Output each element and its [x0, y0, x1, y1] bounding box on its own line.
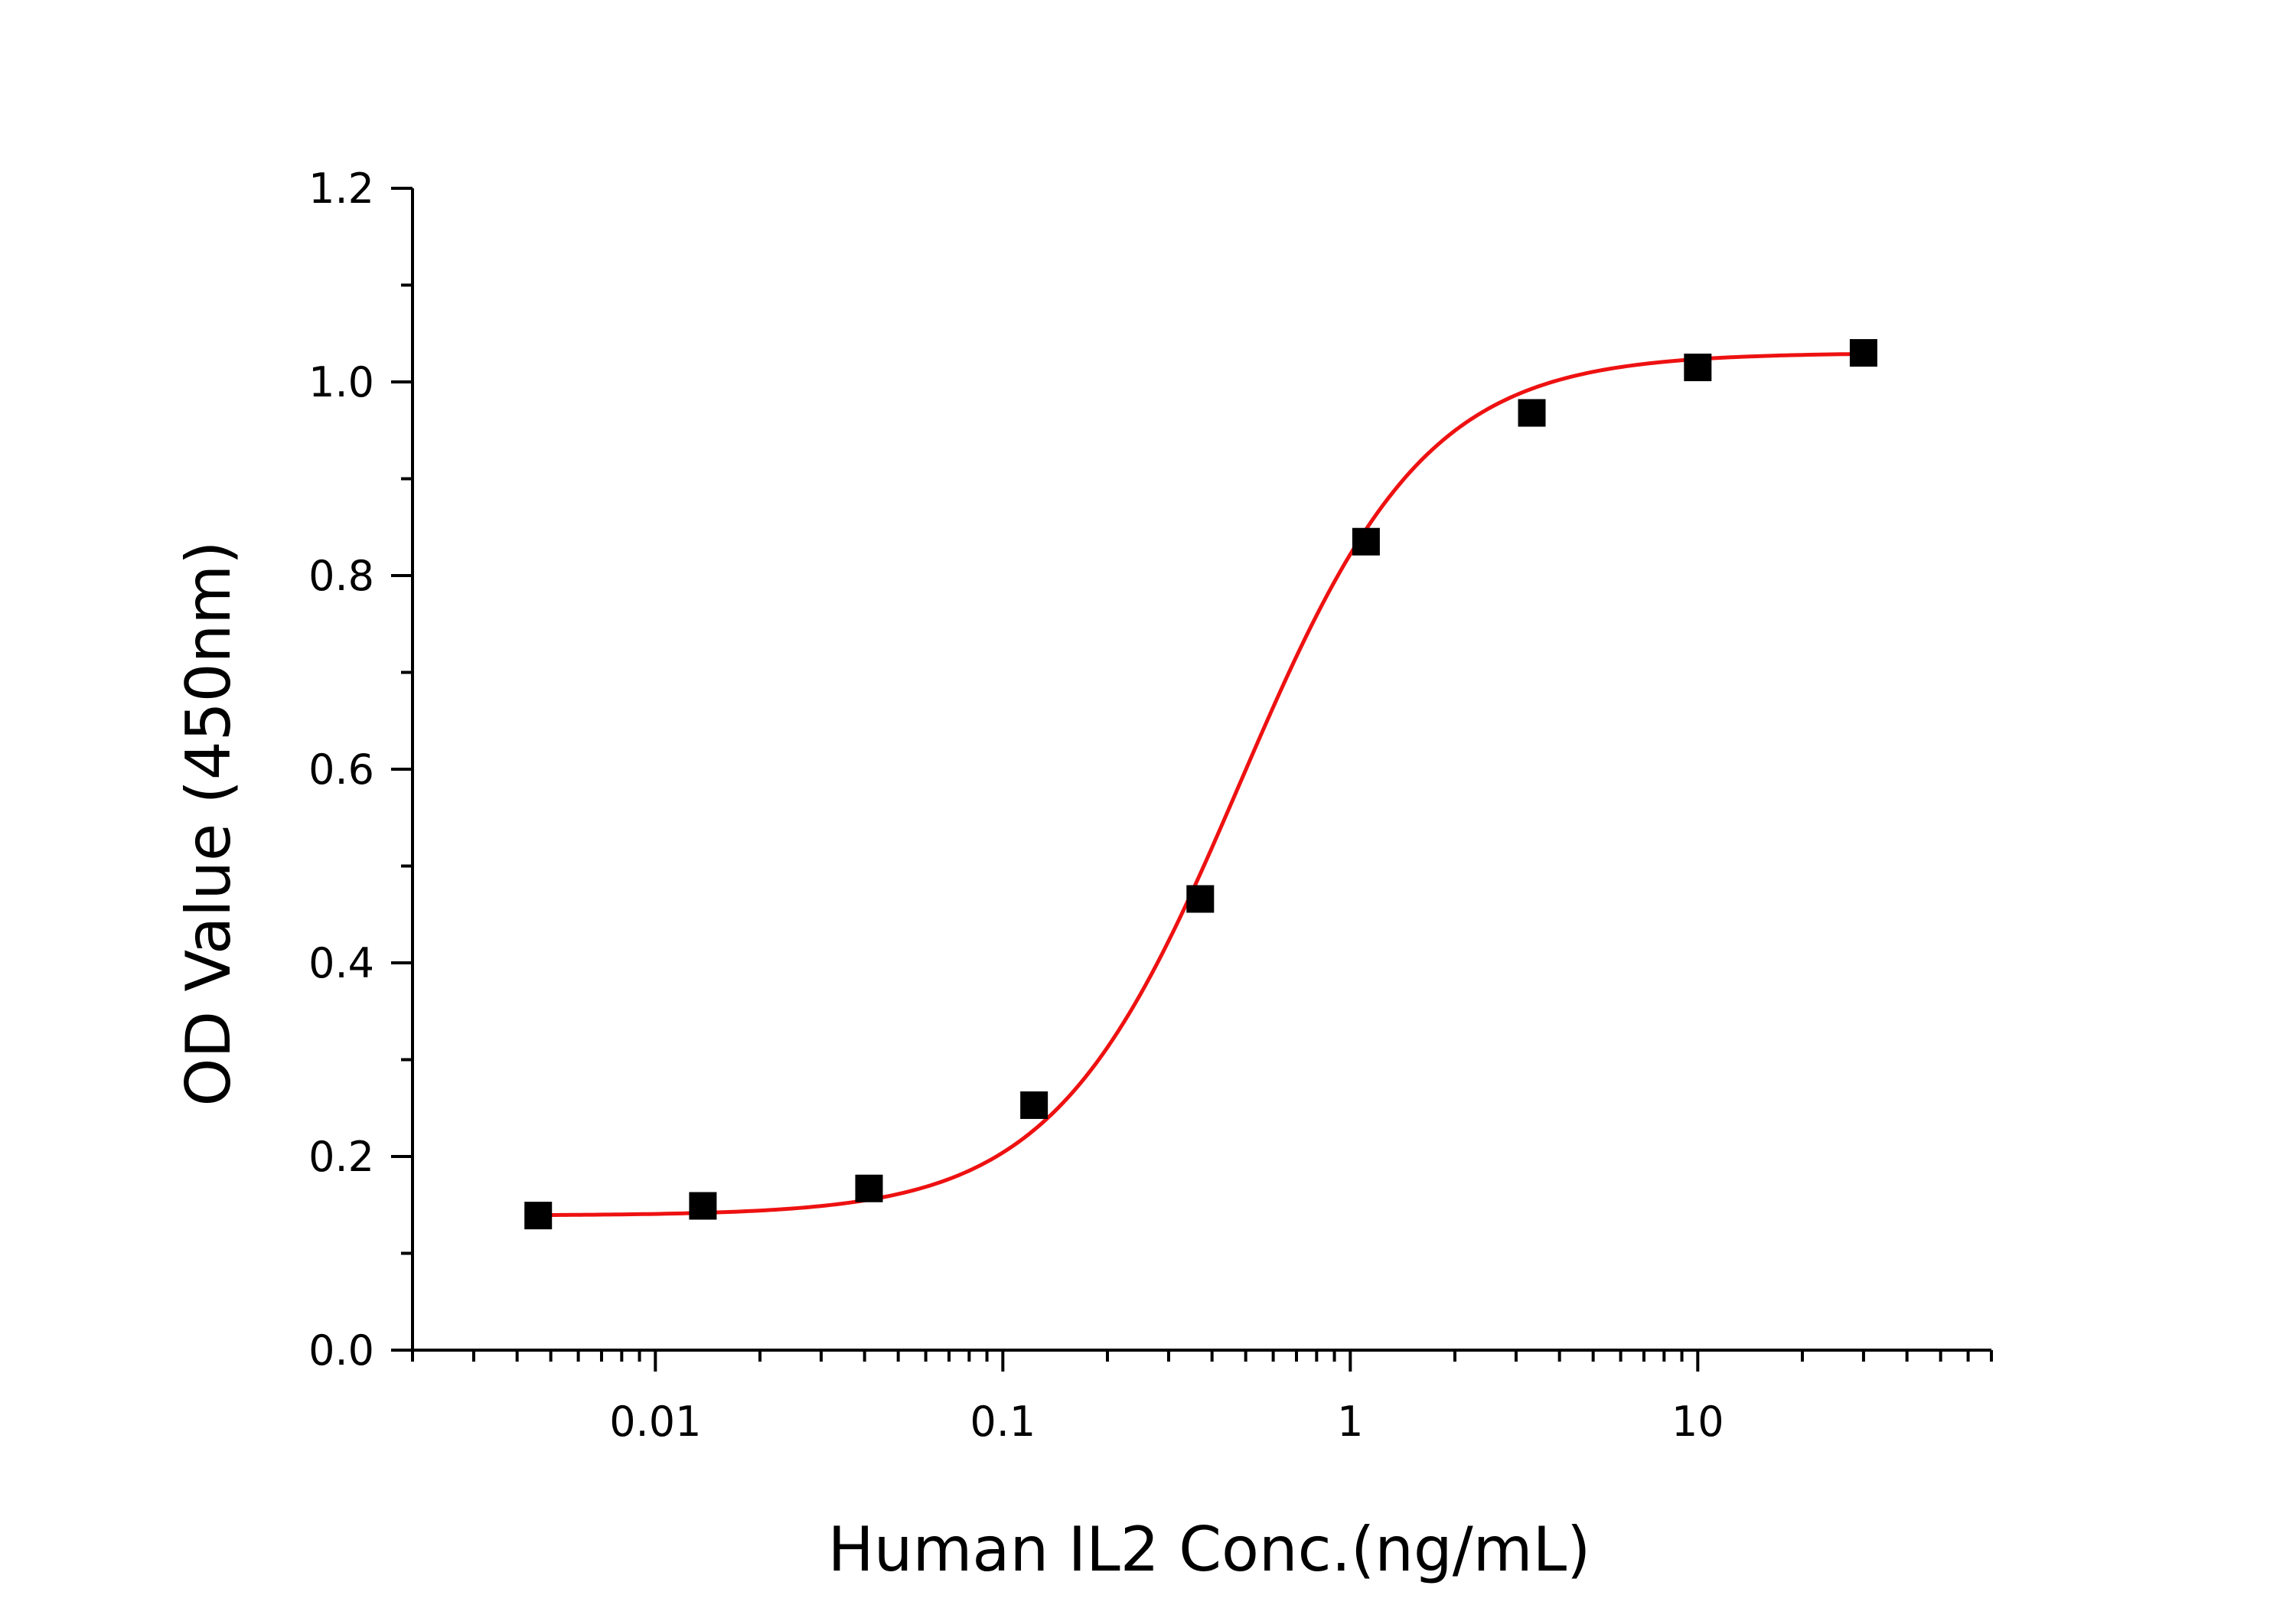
data-point	[1352, 527, 1380, 556]
x-axis-title: Human IL2 Conc.(ng/mL)	[828, 1514, 1591, 1585]
y-tick-label: 0.2	[308, 1133, 374, 1181]
y-tick-label: 1.2	[308, 165, 374, 213]
data-point	[1186, 885, 1215, 913]
data-point	[1849, 339, 1877, 367]
x-tick-label: 0.01	[609, 1398, 701, 1446]
data-point	[1020, 1091, 1049, 1119]
data-point	[524, 1202, 553, 1230]
y-tick-label: 0.0	[308, 1326, 374, 1375]
data-point	[1684, 354, 1712, 382]
y-axis-title: OD Value (450nm)	[173, 541, 244, 1107]
y-tick-label: 0.4	[308, 939, 374, 987]
data-point	[855, 1174, 883, 1202]
x-tick-label: 0.1	[970, 1398, 1035, 1446]
data-point	[689, 1192, 717, 1220]
data-point	[1518, 399, 1546, 427]
y-tick-label: 0.8	[308, 552, 374, 600]
y-tick-label: 0.6	[308, 745, 374, 794]
fit-curve-line	[538, 351, 1864, 1218]
plot-area: 0.0 0.2 0.4 0.6 0.8 1.0 1.2 0.01 0.1 1 10	[308, 165, 1993, 1446]
x-tick-label: 10	[1671, 1398, 1724, 1446]
x-tick-label: 1	[1337, 1398, 1363, 1446]
y-tick-label: 1.0	[308, 358, 374, 406]
